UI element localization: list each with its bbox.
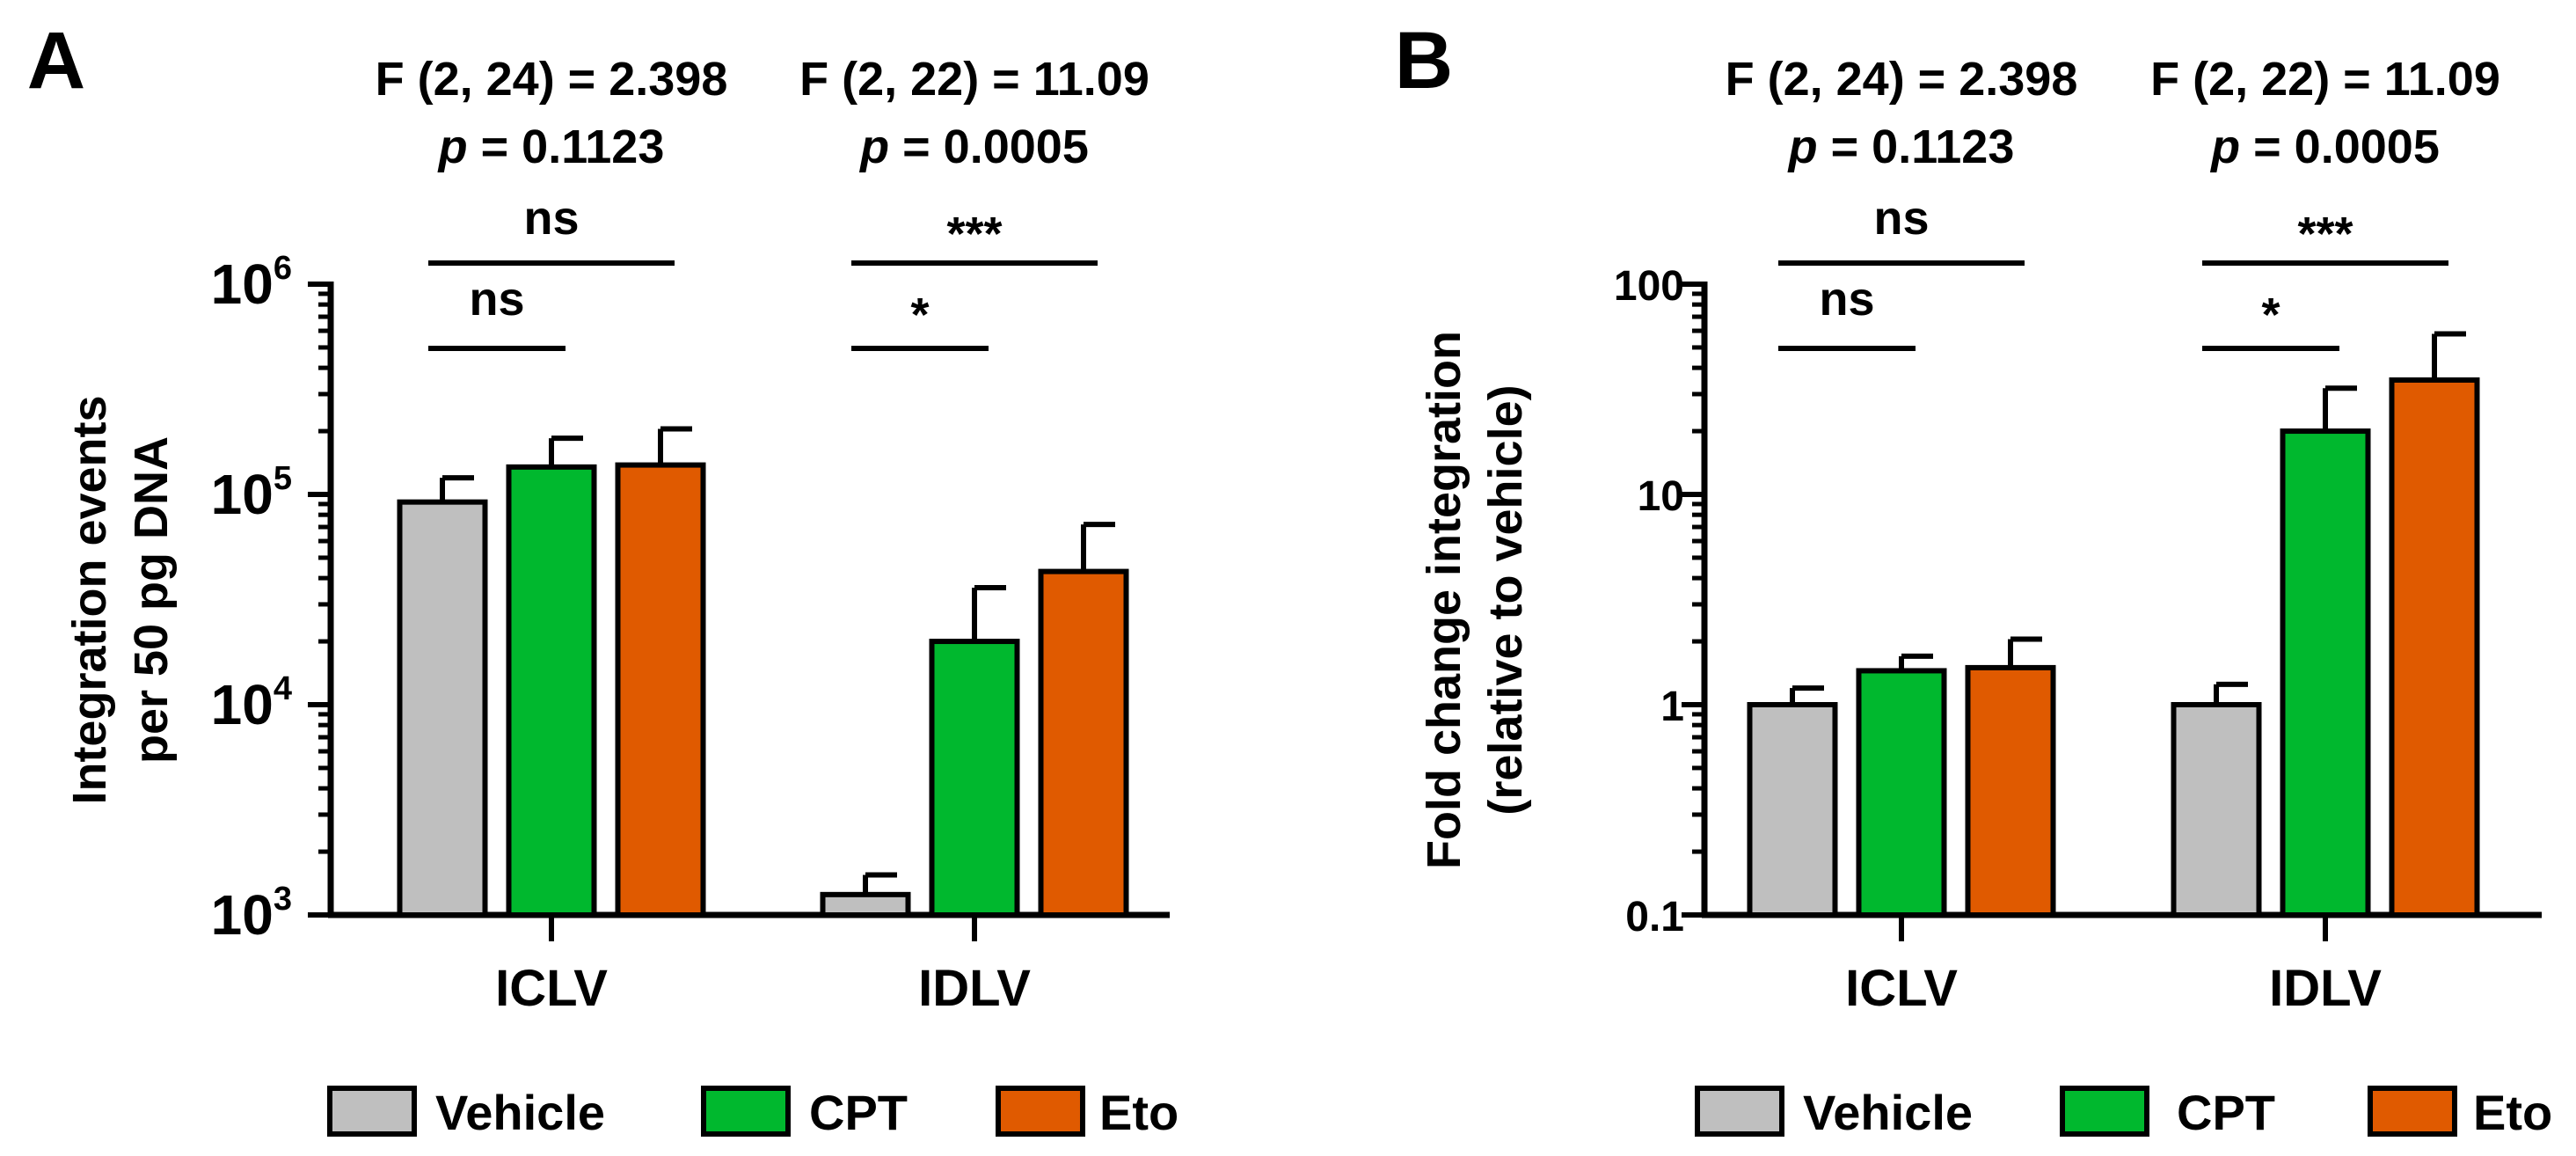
tick-label: 0.1 <box>1625 894 1684 940</box>
legend-swatch-eto <box>2368 1086 2457 1137</box>
bar-cpt-idlv <box>929 639 1020 918</box>
stat-p-value: p = 0.1123 <box>1787 121 2015 173</box>
y-axis-label: per 50 pg DNA <box>125 436 178 764</box>
legend-label-eto: Eto <box>1099 1085 1179 1140</box>
tick-label: 100 <box>1614 263 1684 310</box>
stat-p-value: p = 0.0005 <box>858 121 1089 173</box>
significance-label: ns <box>469 273 524 326</box>
tick-label: 10 <box>1638 473 1684 520</box>
y-axis-label: Fold change integration <box>1418 331 1470 869</box>
category-label: ICLV <box>1845 960 1958 1017</box>
stat-f-value: F (2, 22) = 11.09 <box>799 53 1149 106</box>
stat-f-value: F (2, 22) = 11.09 <box>2150 53 2500 106</box>
significance-label: ns <box>1873 192 1929 245</box>
legend-swatch-vehicle <box>1695 1086 1784 1137</box>
y-axis-label: Integration events <box>63 395 116 804</box>
tick-label: 105 <box>211 460 292 526</box>
stat-p-value: p = 0.0005 <box>2209 121 2440 173</box>
legend-label-cpt: CPT <box>809 1085 908 1140</box>
significance-label: ns <box>1819 273 1874 326</box>
category-label: ICLV <box>495 960 608 1017</box>
tick-label: 106 <box>211 250 292 316</box>
significance-label: ns <box>523 192 579 245</box>
panel-a: A Integration events per 50 pg DNA 103 104 10… <box>27 16 1179 1140</box>
legend-label-vehicle: Vehicle <box>435 1085 605 1140</box>
bar-eto-iclv <box>1965 664 2056 918</box>
category-label: IDLV <box>2269 960 2382 1017</box>
legend-label-cpt: CPT <box>2177 1085 2275 1140</box>
significance-label: *** <box>946 208 1002 260</box>
bar-cpt-idlv <box>2280 428 2371 918</box>
bar-cpt-iclv <box>506 464 597 918</box>
tick-label: 103 <box>211 881 292 947</box>
significance-label: * <box>2261 289 2280 341</box>
bar-vehicle-idlv <box>820 891 911 918</box>
tick-label: 104 <box>211 670 292 736</box>
panel-b: B Fold change integration (relative to veh… <box>1395 16 2552 1140</box>
legend-label-eto: Eto <box>2473 1085 2552 1140</box>
bar-eto-idlv <box>2389 377 2480 918</box>
legend-swatch-cpt <box>2060 1086 2149 1137</box>
stat-p-value: p = 0.1123 <box>437 121 665 173</box>
bar-vehicle-idlv <box>2171 702 2262 918</box>
tick-label: 1 <box>1660 684 1684 730</box>
significance-label: *** <box>2297 208 2353 260</box>
panel-letter: B <box>1395 16 1453 106</box>
bar-eto-idlv <box>1038 568 1129 918</box>
legend-swatch-eto <box>996 1086 1085 1137</box>
category-label: IDLV <box>918 960 1031 1017</box>
stat-f-value: F (2, 24) = 2.398 <box>1726 53 2078 106</box>
legend-swatch-vehicle <box>327 1086 417 1137</box>
bar-eto-iclv <box>615 462 706 918</box>
bar-cpt-iclv <box>1856 668 1947 918</box>
stat-f-value: F (2, 24) = 2.398 <box>376 53 728 106</box>
bar-vehicle-iclv <box>1747 702 1838 918</box>
legend-swatch-cpt <box>701 1086 791 1137</box>
legend-label-vehicle: Vehicle <box>1803 1085 1973 1140</box>
significance-label: * <box>910 289 929 341</box>
bar-vehicle-iclv <box>397 499 488 918</box>
y-axis-label: (relative to vehicle) <box>1479 384 1532 815</box>
panel-letter: A <box>27 16 85 106</box>
